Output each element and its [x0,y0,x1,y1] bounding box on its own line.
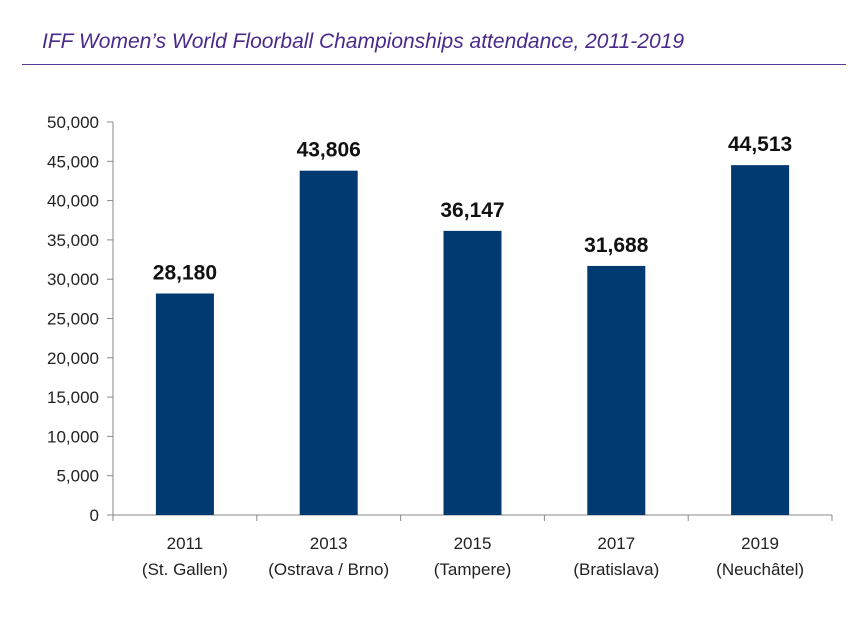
bar-value-label: 31,688 [584,234,649,257]
x-axis [112,514,833,521]
y-axis: 0 5,000 10,000 15,000 20,000 25,000 30,000 35,0… [47,113,114,525]
bar-value-label: 43,806 [297,139,361,162]
y-tick-label: 20,000 [47,349,99,368]
y-tick-label: 35,000 [47,231,99,250]
category-year-label: 2013 [310,534,348,553]
category-year-label: 2019 [741,534,779,553]
y-tick-label: 45,000 [47,152,99,171]
bar [731,165,790,516]
category-year-label: 2011 [167,534,204,553]
y-tick-label: 30,000 [47,270,99,289]
category-year-label: 2017 [597,534,635,553]
category-labels: 2011 (St. Gallen) 2013 (Ostrava / Brno) 2015… [142,534,804,579]
chart-title: IFF Women’s World Floorball Championship… [42,30,684,53]
bar-value-label: 44,513 [728,133,792,156]
y-tick-label: 50,000 [47,113,99,132]
bars [155,165,790,516]
bar [587,265,646,515]
category-year-label: 2015 [454,534,492,553]
y-tick-label: 25,000 [47,310,99,329]
category-venue-label: (St. Gallen) [142,560,228,579]
y-tick-label: 0 [90,506,99,525]
bar [299,170,358,515]
y-tick-label: 5,000 [56,467,99,486]
category-venue-label: (Tampere) [434,560,511,579]
y-tick-label: 15,000 [47,388,99,407]
bar-value-label: 28,180 [153,262,217,285]
category-venue-label: (Neuchâtel) [716,560,804,579]
y-tick-label: 40,000 [47,192,99,211]
bar-value-label: 36,147 [440,199,504,222]
category-venue-label: (Bratislava) [573,560,659,579]
bar [443,230,502,515]
y-tick-label: 10,000 [47,427,99,446]
data-labels: 28,180 43,806 36,147 31,688 44,513 [153,133,792,284]
bar [155,293,214,515]
title-divider [22,64,846,65]
category-venue-label: (Ostrava / Brno) [268,560,389,579]
